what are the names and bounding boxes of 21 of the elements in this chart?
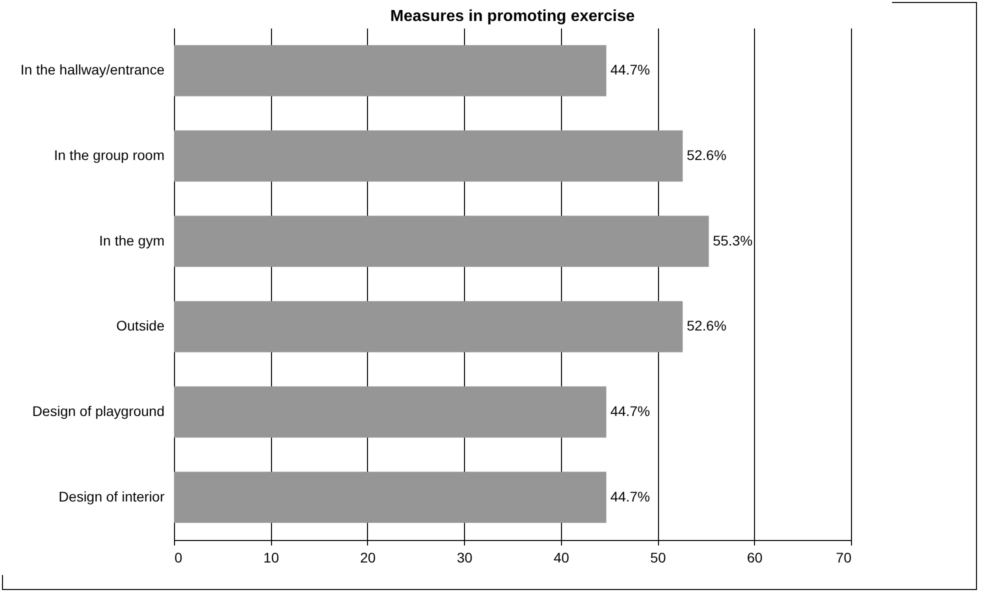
y-tick-label: Design of playground — [32, 403, 164, 419]
x-tick-label: 30 — [456, 550, 473, 566]
x-tick-label: 20 — [360, 550, 376, 566]
data-label: 44.7% — [610, 62, 650, 78]
x-tick-label: 70 — [836, 550, 852, 566]
x-tick-label: 0 — [174, 550, 182, 566]
x-tick-label: 60 — [746, 550, 763, 566]
x-tick-label: 40 — [554, 550, 570, 566]
x-tick-label: 50 — [650, 550, 666, 566]
data-label: 44.7% — [610, 488, 650, 504]
data-label: 52.6% — [686, 318, 726, 334]
y-tick-label: In the hallway/entrance — [20, 62, 165, 78]
y-tick-label: Design of interior — [58, 488, 165, 504]
data-label: 55.3% — [712, 232, 753, 248]
y-tick-label: In the group room — [54, 147, 164, 163]
chart-title: Measures in promoting exercise — [390, 8, 635, 25]
data-label: 44.7% — [610, 403, 650, 419]
y-tick-label: In the gym — [99, 232, 164, 248]
y-tick-label: Outside — [116, 318, 165, 334]
x-tick-label: 10 — [263, 550, 280, 566]
data-label: 52.6% — [686, 147, 726, 163]
